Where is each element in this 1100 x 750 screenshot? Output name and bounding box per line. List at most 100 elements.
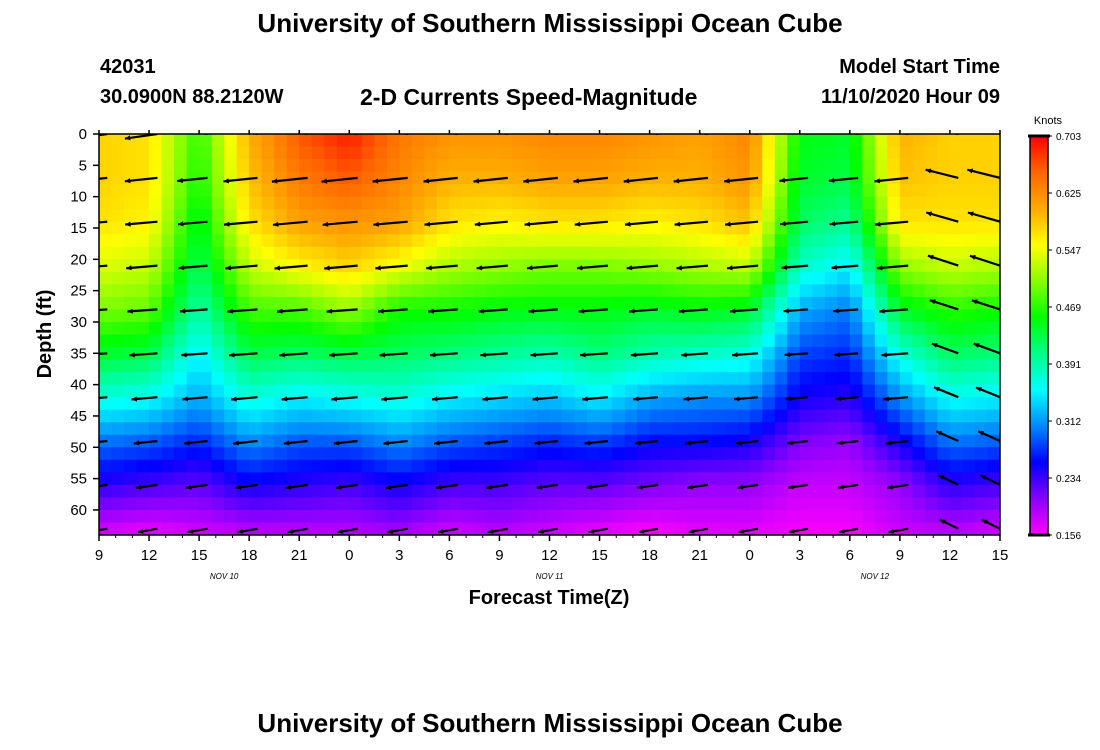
heatmap-cell [924, 397, 939, 411]
heatmap-cell [674, 497, 688, 511]
heatmap-cell [899, 472, 913, 486]
heatmap-cell [111, 434, 125, 448]
heatmap-cell [799, 184, 813, 198]
heatmap-cell [236, 384, 250, 398]
heatmap-cell [887, 397, 901, 411]
heatmap-cell [799, 209, 813, 223]
heatmap-cell [199, 296, 213, 311]
heatmap-cell [374, 296, 388, 311]
heatmap-cell [299, 134, 313, 148]
heatmap-cell [324, 459, 338, 473]
heatmap-cell [562, 472, 576, 486]
heatmap-cell [361, 309, 375, 323]
heatmap-cell [286, 397, 300, 411]
heatmap-cell [386, 309, 400, 323]
heatmap-cell [499, 447, 513, 461]
colorbar-tick-label: 0.625 [1056, 189, 1081, 200]
heatmap-cell [762, 296, 776, 311]
heatmap-cell [336, 447, 350, 461]
heatmap-cell [399, 509, 413, 524]
heatmap-cell [612, 134, 626, 148]
heatmap-cell [762, 284, 776, 298]
heatmap-cell [99, 334, 113, 348]
heatmap-cell [837, 409, 851, 423]
heatmap-cell [186, 397, 200, 411]
heatmap-cell [649, 384, 663, 398]
heatmap-cell [662, 146, 676, 160]
heatmap-cell [449, 134, 463, 148]
heatmap-cell [286, 221, 300, 235]
heatmap-cell [536, 246, 551, 260]
heatmap-cell [549, 321, 563, 336]
heatmap-cell [149, 472, 163, 486]
heatmap-cell [99, 271, 113, 285]
heatmap-cell [236, 271, 250, 285]
current-arrow [283, 439, 308, 446]
heatmap-cell [336, 359, 350, 373]
heatmap-cell [712, 171, 726, 185]
heatmap-cell [411, 459, 425, 473]
current-arrow [281, 396, 308, 402]
heatmap-cell [524, 234, 538, 248]
heatmap-cell [687, 309, 701, 323]
heatmap-cell [211, 347, 225, 361]
heatmap-cell [824, 184, 838, 198]
heatmap-cell [712, 347, 726, 361]
heatmap-cell [449, 209, 463, 223]
current-arrow [975, 386, 1000, 399]
heatmap-cell [849, 509, 863, 524]
heatmap-cell [536, 271, 551, 285]
heatmap-cell [624, 184, 638, 198]
heatmap-cell [299, 472, 313, 486]
heatmap-cell [962, 359, 976, 373]
heatmap-cell [612, 397, 626, 411]
heatmap-cell [186, 159, 200, 173]
heatmap-cell [874, 422, 888, 436]
heatmap-cell [762, 184, 776, 198]
heatmap-cell [699, 334, 713, 348]
heatmap-cell [174, 472, 188, 486]
heatmap-cell [587, 384, 601, 398]
heatmap-cell [224, 334, 238, 348]
heatmap-cell [324, 209, 338, 223]
heatmap-cell [899, 221, 913, 235]
heatmap-cell [349, 234, 363, 248]
heatmap-cell [737, 321, 751, 336]
heatmap-cell [587, 221, 601, 235]
heatmap-cell [511, 372, 526, 386]
heatmap-cell [311, 397, 325, 411]
heatmap-cell [812, 334, 826, 348]
heatmap-cell [299, 309, 313, 323]
heatmap-cell [849, 372, 863, 386]
heatmap-cell [862, 296, 876, 311]
heatmap-cell [336, 209, 350, 223]
heatmap-cell [224, 259, 238, 273]
heatmap-cell [787, 196, 801, 210]
heatmap-cell [712, 372, 726, 386]
heatmap-cell [812, 509, 826, 524]
heatmap-cell [937, 447, 951, 461]
current-arrow [628, 308, 659, 314]
heatmap-cell [674, 184, 688, 198]
heatmap-cell [874, 321, 888, 336]
heatmap-cell [712, 409, 726, 423]
heatmap-cell [224, 509, 238, 524]
heatmap-cell [261, 509, 275, 524]
heatmap-cell [912, 384, 926, 398]
heatmap-cell [361, 184, 375, 198]
heatmap-cell [486, 359, 501, 373]
current-arrow [437, 527, 458, 534]
y-tick-label: 10 [70, 189, 87, 206]
heatmap-cell [874, 384, 888, 398]
current-arrow [676, 264, 709, 271]
current-arrow [99, 308, 108, 312]
heatmap-cell [812, 246, 826, 260]
heatmap-cell [662, 409, 676, 423]
x-tick-label: 3 [796, 547, 804, 564]
heatmap-cell [174, 409, 188, 423]
heatmap-cell [424, 522, 438, 535]
heatmap-cell [824, 497, 838, 511]
heatmap-cell [974, 509, 989, 524]
heatmap-cell [874, 134, 888, 148]
heatmap-cell [562, 146, 576, 160]
